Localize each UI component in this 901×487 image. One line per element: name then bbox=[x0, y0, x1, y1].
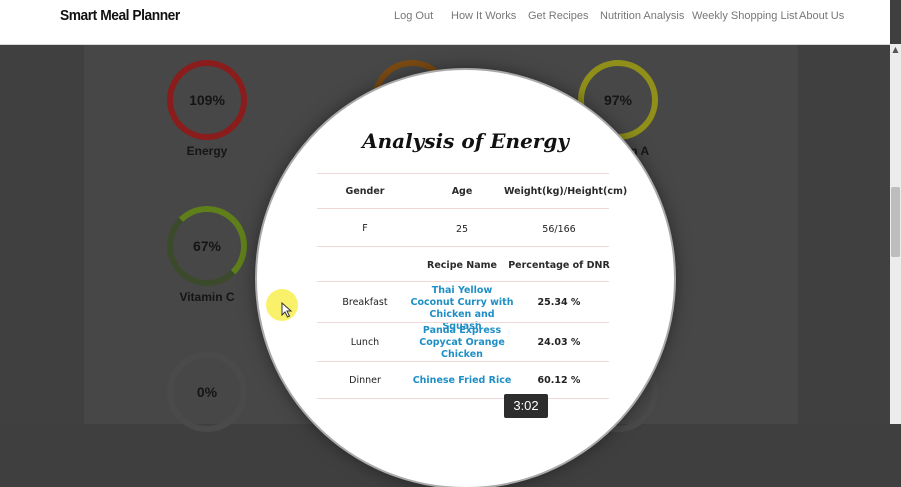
vitamin-c-progress-ring bbox=[167, 206, 247, 286]
vitamin-c-label: Vitamin C bbox=[179, 290, 235, 304]
zero-value: 0% bbox=[196, 384, 218, 400]
analysis-title: Analysis of Energy bbox=[362, 129, 569, 153]
header-recipe-name: Recipe Name bbox=[427, 260, 497, 271]
nav-how-it-works[interactable]: How It Works bbox=[451, 10, 517, 22]
percentage-breakfast: 25.34 % bbox=[537, 297, 581, 308]
magnifier-lens: Analysis of Energy Gender Age Weight(kg)… bbox=[257, 70, 674, 487]
nav-weekly-shopping-list[interactable]: Weekly Shopping List bbox=[692, 10, 798, 22]
energy-value: 109% bbox=[189, 92, 225, 108]
nav-nutrition-analysis[interactable]: Nutrition Analysis bbox=[600, 10, 685, 22]
header-weight-height: Weight(kg)/Height(cm) bbox=[504, 186, 628, 197]
vitamin-c-value: 67% bbox=[192, 238, 222, 254]
recipe-link-lunch[interactable]: Panda Express Copycat Orange Chicken bbox=[419, 325, 505, 360]
divider bbox=[317, 246, 609, 247]
nav-get-recipes[interactable]: Get Recipes bbox=[528, 10, 589, 22]
brand-logo[interactable]: Smart Meal Planner bbox=[60, 7, 180, 24]
mouse-cursor-icon bbox=[281, 302, 293, 318]
divider bbox=[317, 398, 609, 399]
header-age: Age bbox=[451, 186, 473, 197]
percentage-lunch: 24.03 % bbox=[537, 337, 581, 348]
video-timestamp: 3:02 bbox=[504, 394, 548, 418]
divider bbox=[317, 208, 609, 209]
recipe-link-dinner[interactable]: Chinese Fried Rice bbox=[412, 375, 512, 386]
top-navbar: Smart Meal Planner Log Out How It Works … bbox=[0, 0, 890, 45]
header-percentage-dnr: Percentage of DNR bbox=[508, 260, 610, 271]
value-weight-height: 56/166 bbox=[542, 224, 576, 235]
scroll-thumb[interactable] bbox=[891, 187, 900, 257]
divider bbox=[317, 173, 609, 174]
header-gender: Gender bbox=[345, 186, 385, 197]
meal-dinner: Dinner bbox=[349, 375, 381, 386]
energy-label: Energy bbox=[186, 144, 228, 158]
percentage-dinner: 60.12 % bbox=[537, 375, 581, 386]
divider bbox=[317, 322, 609, 323]
meal-breakfast: Breakfast bbox=[342, 297, 388, 308]
divider bbox=[317, 361, 609, 362]
recipe-link-breakfast[interactable]: Thai Yellow Coconut Curry with Chicken a… bbox=[410, 285, 514, 332]
vitamin-a-value: 97% bbox=[603, 92, 633, 108]
nav-log-out[interactable]: Log Out bbox=[394, 10, 434, 22]
value-age: 25 bbox=[455, 224, 469, 235]
energy-progress-ring bbox=[167, 60, 247, 140]
value-gender: F bbox=[362, 223, 368, 234]
scroll-up-arrow-icon[interactable]: ▲ bbox=[892, 45, 899, 54]
vertical-scrollbar[interactable]: ▲ bbox=[890, 44, 901, 424]
divider bbox=[317, 281, 609, 282]
nav-about-us[interactable]: About Us bbox=[799, 10, 845, 22]
meal-lunch: Lunch bbox=[350, 337, 380, 348]
